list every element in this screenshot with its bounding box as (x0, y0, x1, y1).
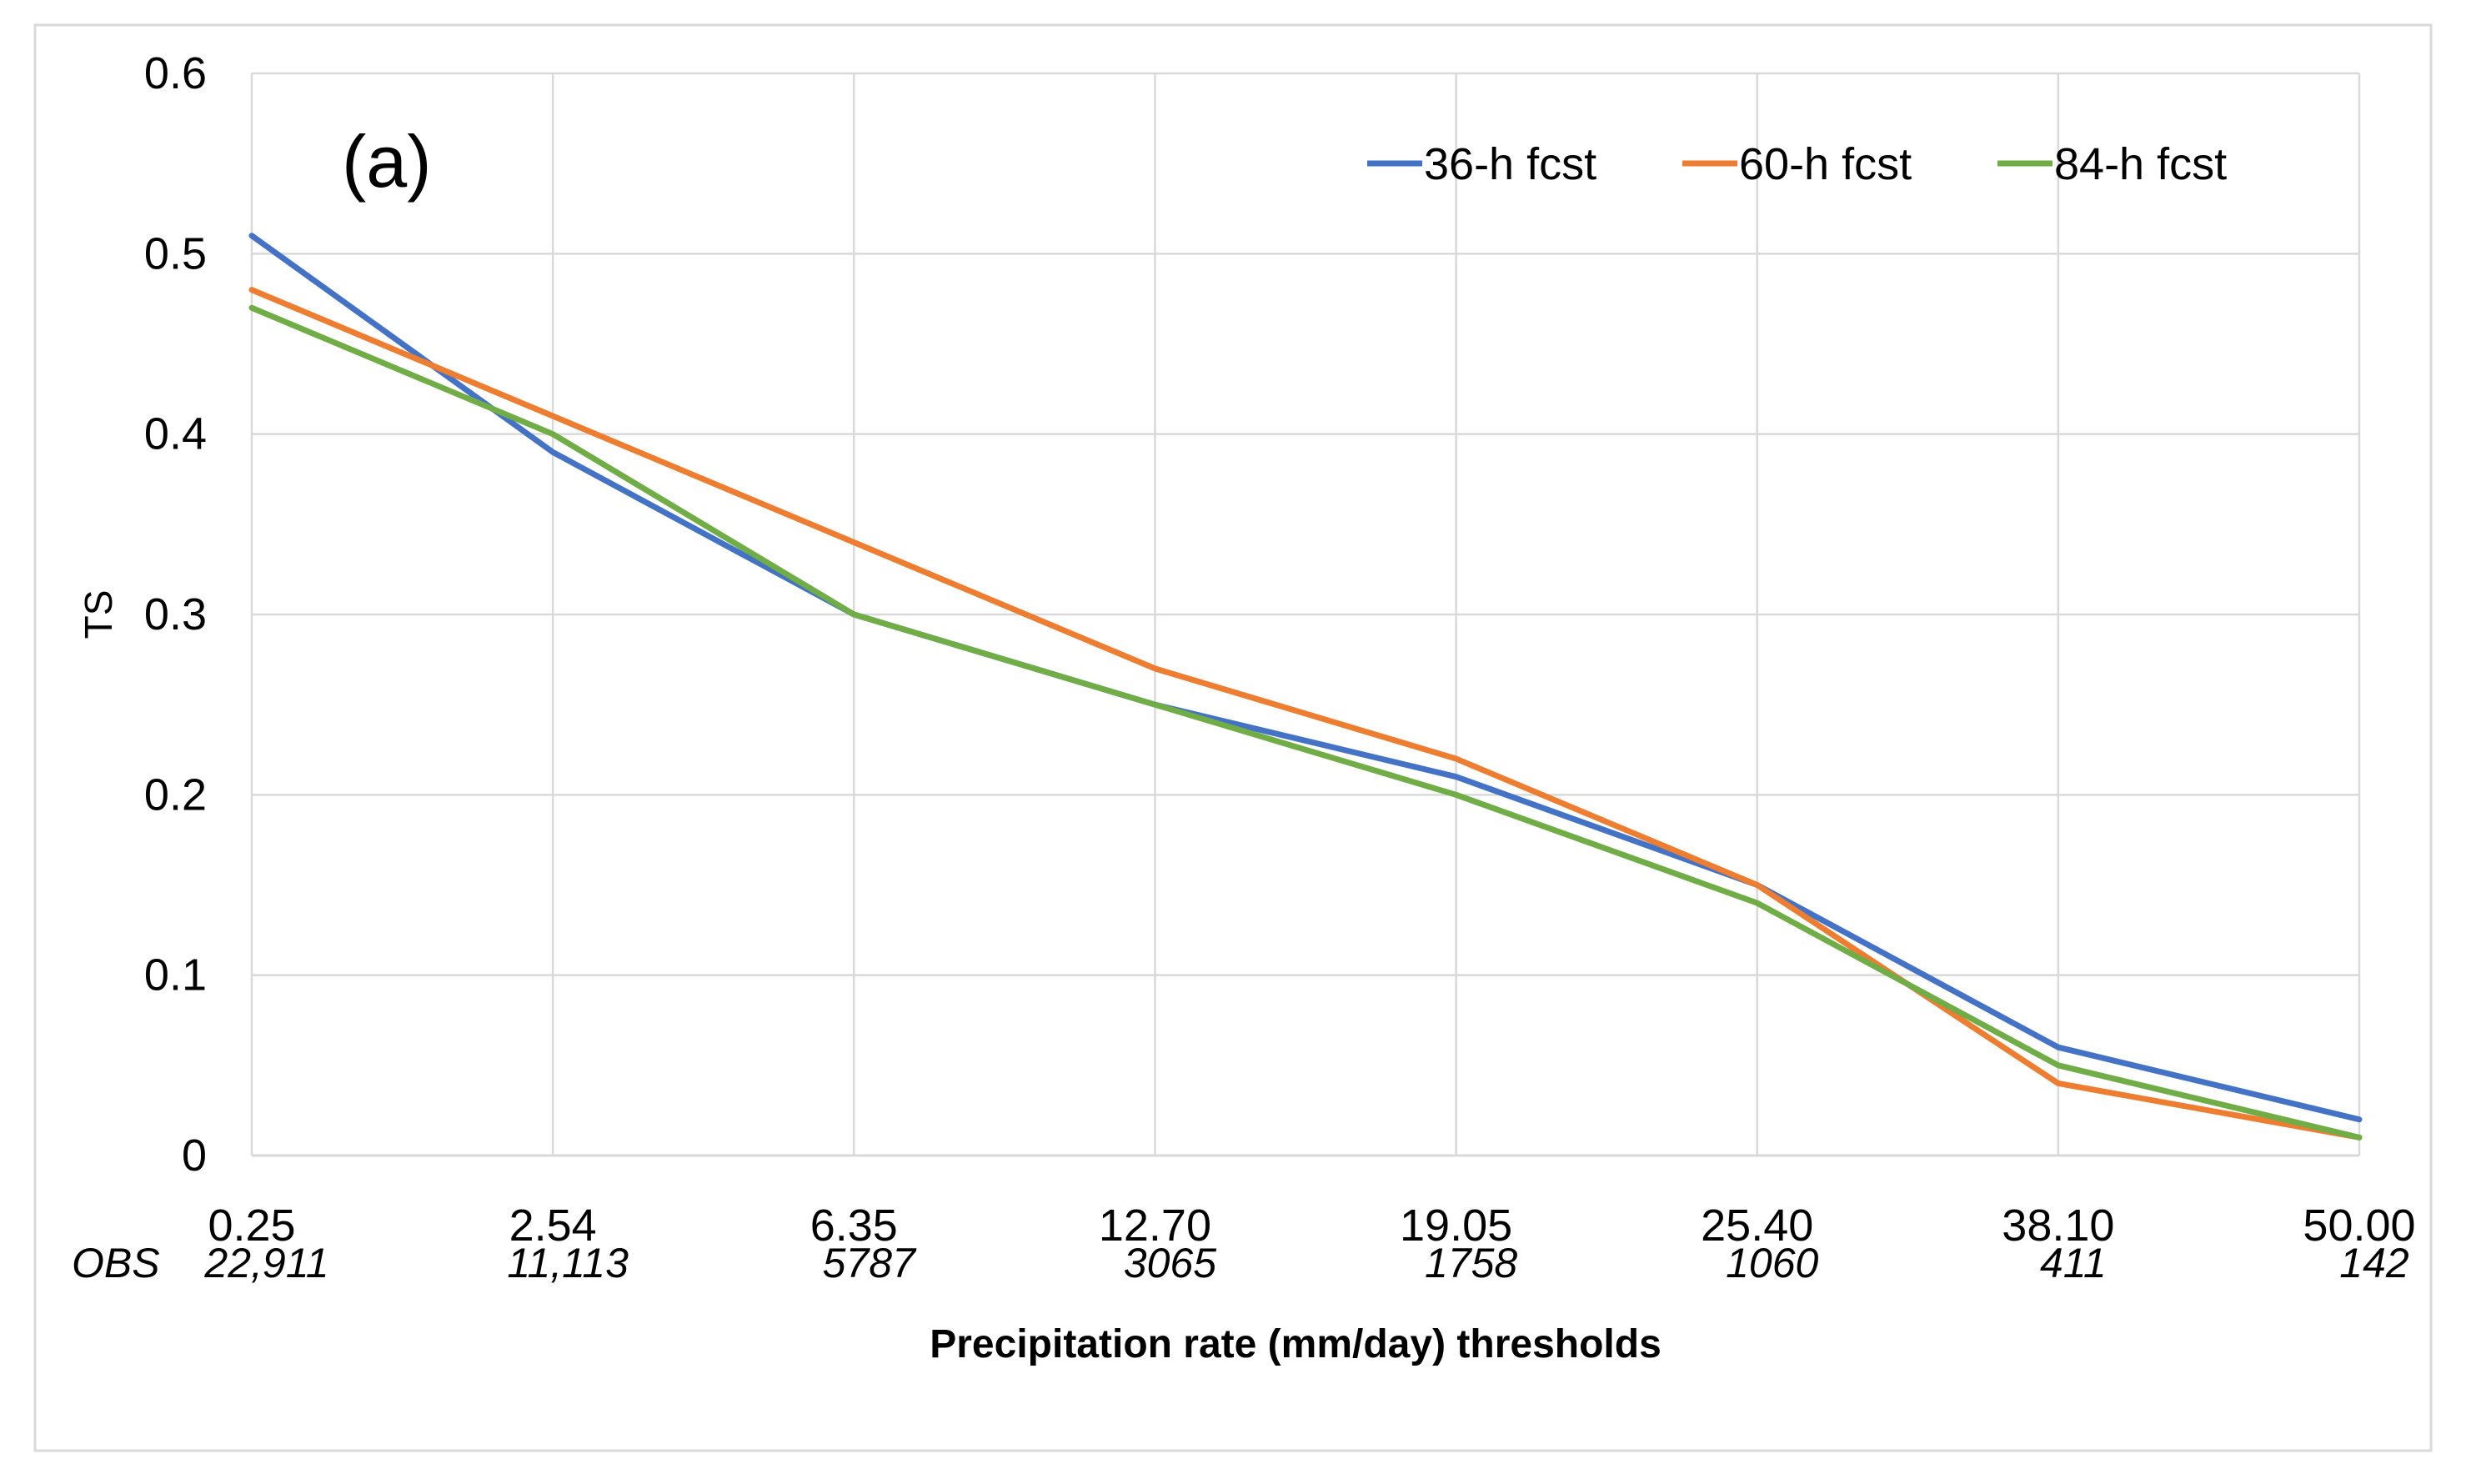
chart-frame (33, 23, 2433, 1452)
panel-label: (a) (342, 120, 432, 203)
x-tick-label: 38.10 (2002, 1201, 2114, 1251)
obs-count-label: 22,911 (203, 1240, 328, 1286)
x-tick-label: 25.40 (1701, 1201, 1813, 1251)
x-tick-label: 0.25 (208, 1201, 295, 1251)
obs-count-label: 411 (2040, 1240, 2107, 1286)
x-tick-label: 2.54 (509, 1201, 597, 1251)
obs-count-label: 1060 (1726, 1240, 1818, 1286)
obs-count-label: 1758 (1425, 1240, 1517, 1286)
series-line-84-h-fcst (248, 304, 2363, 1141)
series-line-36-h-fcst (248, 233, 2363, 1123)
legend-label: 84-h fcst (2054, 139, 2227, 189)
series-line-60-h-fcst (248, 287, 2363, 1141)
gridlines (250, 72, 2361, 1156)
y-tick-label: 0.2 (144, 770, 207, 820)
obs-count-label: 3065 (1124, 1240, 1216, 1286)
legend-label: 36-h fcst (1424, 139, 1596, 189)
series-lines (248, 233, 2363, 1141)
obs-row-label: OBS (72, 1240, 160, 1286)
x-tick-label: 50.00 (2303, 1201, 2415, 1251)
x-tick-label: 19.05 (1400, 1201, 1512, 1251)
y-tick-label: 0.4 (144, 409, 207, 459)
y-axis-title: TS (77, 590, 120, 639)
y-tick-label: 0 (182, 1131, 207, 1181)
obs-count-label: 5787 (823, 1240, 917, 1286)
x-tick-label: 6.35 (810, 1201, 898, 1251)
y-tick-label: 0.6 (144, 48, 207, 98)
y-tick-label: 0.5 (144, 228, 207, 278)
x-axis-title: Precipitation rate (mm/day) thresholds (930, 1322, 1662, 1366)
legend-label: 60-h fcst (1739, 139, 1912, 189)
obs-count-label: 11,113 (507, 1240, 629, 1286)
y-tick-label: 0.1 (144, 950, 207, 1000)
obs-count-label: 142 (2339, 1240, 2409, 1286)
y-tick-label: 0.3 (144, 589, 207, 639)
legend: 36-h fcst 60-h fcst 84-h fcst (1367, 139, 2227, 189)
x-tick-label: 12.70 (1099, 1201, 1211, 1251)
